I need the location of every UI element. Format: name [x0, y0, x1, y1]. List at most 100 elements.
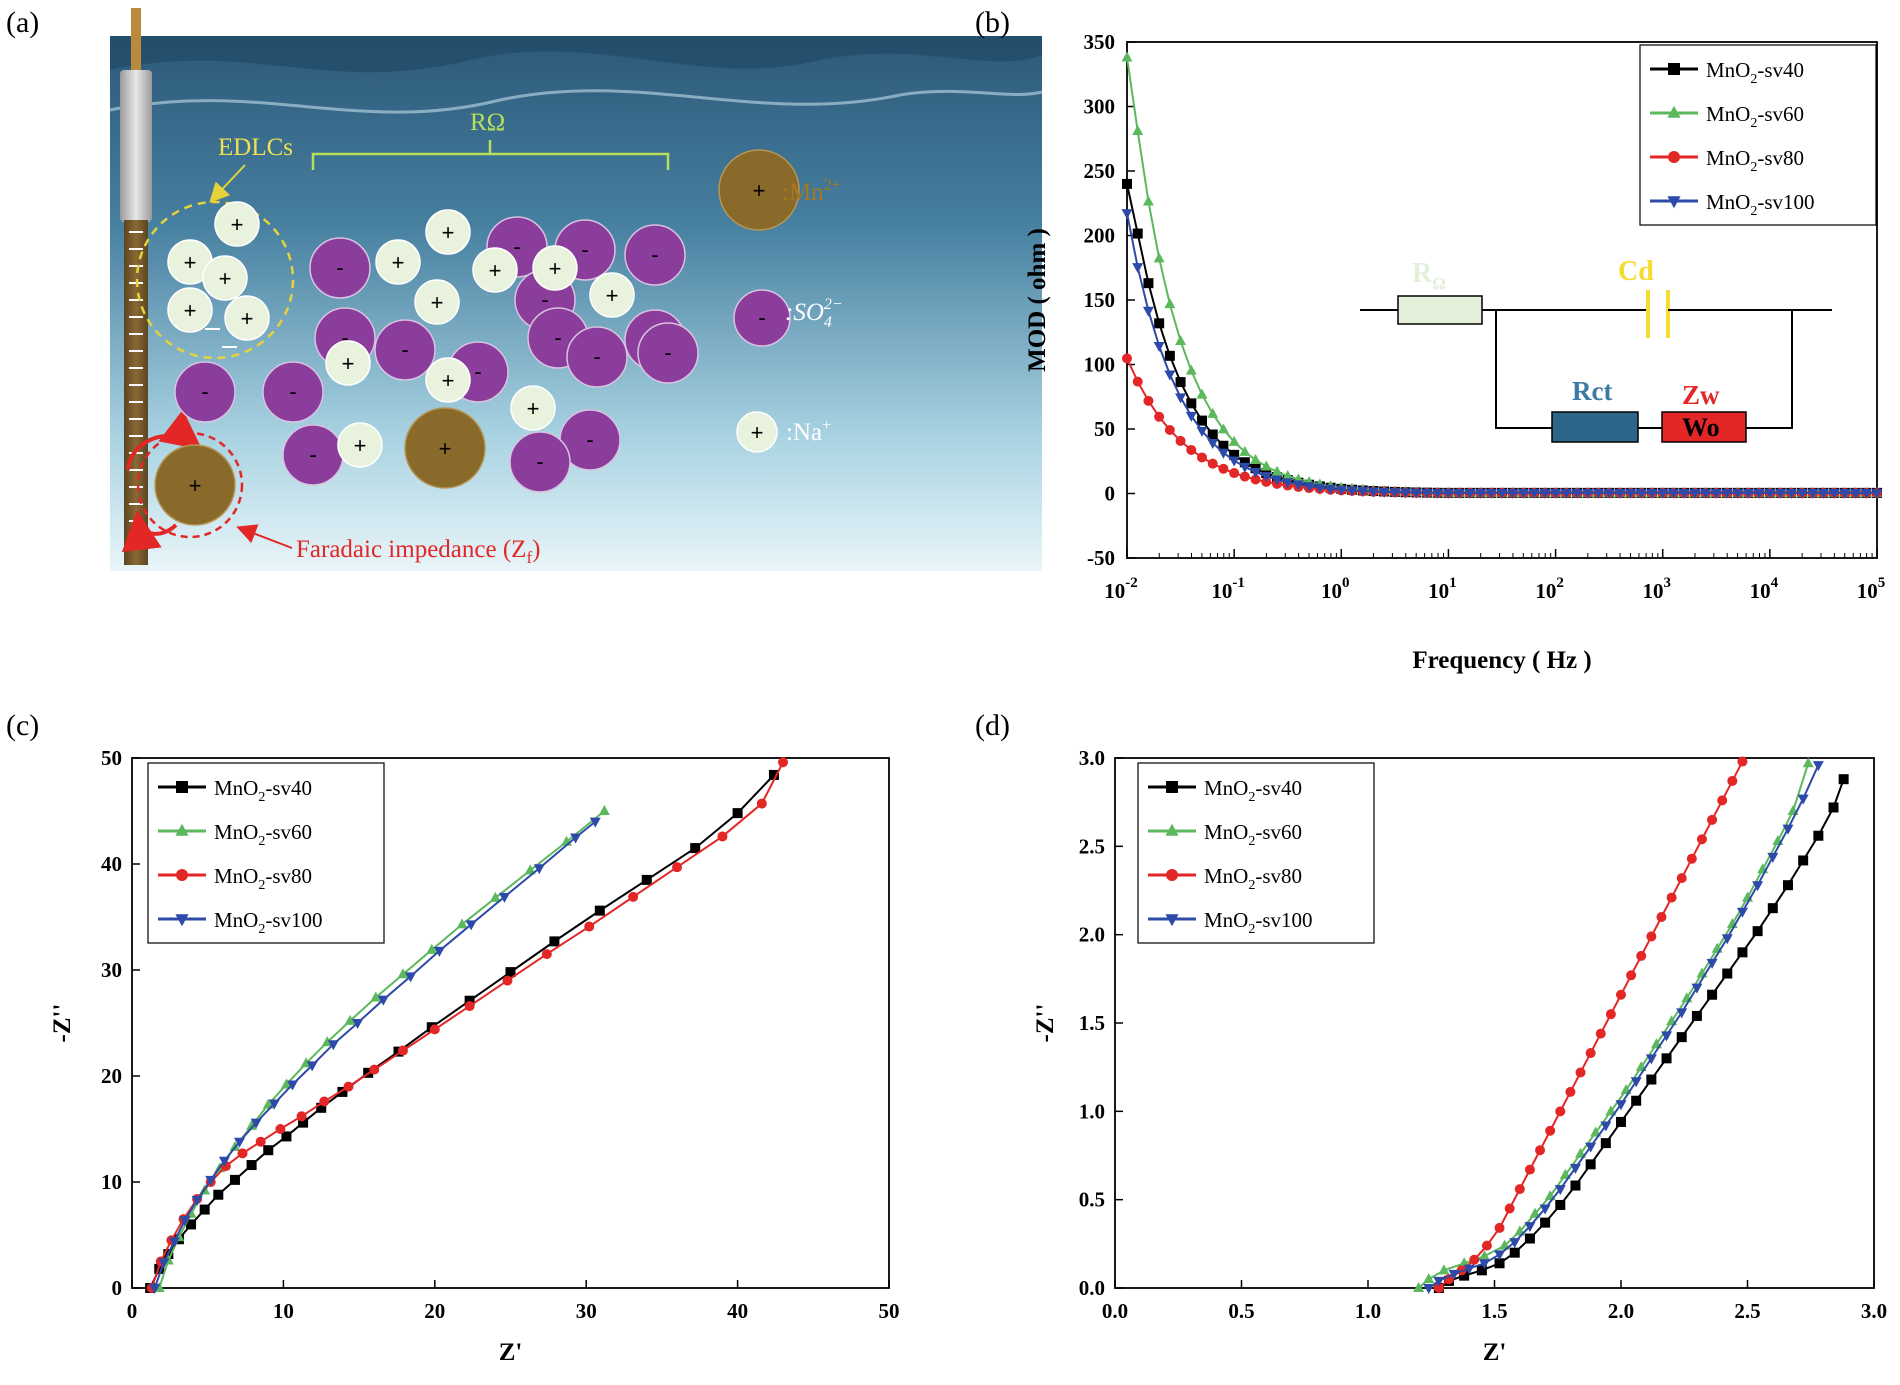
legend-label-suffix: -sv100: [1757, 190, 1814, 214]
data-point-MnO2-sv80: [1626, 970, 1637, 981]
sodium-ion-sign: +: [342, 351, 355, 376]
data-point-MnO2-sv80: [628, 891, 639, 902]
sodium-ion: [510, 385, 556, 431]
data-point-MnO2-sv60: [1250, 453, 1262, 464]
legend-label-subscript: 2: [1750, 116, 1757, 131]
legend-marker-MnO2-sv40: [1166, 781, 1178, 793]
sulfate-ion: [309, 237, 371, 299]
data-point-MnO2-sv80: [1524, 1164, 1535, 1175]
y-tick-label: 350: [1084, 30, 1116, 54]
data-point-MnO2-sv100: [1142, 306, 1154, 317]
y-tick-label: 1.0: [1079, 1099, 1105, 1123]
data-point-MnO2-sv40: [1767, 903, 1778, 914]
y-axis-title: -Z'': [49, 1004, 76, 1043]
x-tick-exponent: 2: [1556, 575, 1564, 591]
legend-label-MnO2-sv60: MnO2-sv60: [1204, 820, 1302, 849]
sodium-ion: [214, 201, 260, 247]
data-point-MnO2-sv80: [756, 798, 767, 809]
sodium-ion-sign: +: [527, 396, 540, 421]
data-point-MnO2-sv40: [1722, 968, 1733, 979]
data-point-MnO2-sv40: [1540, 1217, 1551, 1228]
water-surface-wave: [110, 36, 1042, 73]
data-point-MnO2-sv80: [1555, 1106, 1566, 1117]
data-point-MnO2-sv100: [1303, 482, 1315, 493]
data-point-MnO2-sv100: [1207, 438, 1219, 449]
data-point-MnO2-sv100: [1517, 488, 1529, 499]
series-line-MnO2-sv80: [1126, 357, 1877, 494]
data-point-MnO2-sv100: [327, 1040, 339, 1051]
manganese-ion: [404, 407, 486, 489]
faradaic-arrow-bottom: [121, 510, 178, 553]
panel-d-chart: 0.0 0.5 1.0 1.5 2.0 2.5 3.0 0.0 0.5 1.0 1.5 2.0 2.5 3…: [1032, 746, 1887, 1366]
legend-label-suffix: -sv60: [1757, 102, 1804, 126]
data-point-MnO2-sv40: [263, 1145, 274, 1156]
legend-label-suffix: -sv40: [265, 776, 312, 800]
data-point-MnO2-sv100: [1797, 794, 1809, 805]
equivalent-circuit: RΩ Cd Rct Zw Wo: [1360, 256, 1832, 443]
data-point-MnO2-sv80: [1717, 795, 1728, 806]
legend-label-suffix: -sv80: [1757, 146, 1804, 170]
sodium-ion: [589, 272, 635, 318]
data-point-MnO2-sv80: [778, 757, 789, 768]
data-point-MnO2-sv40: [316, 1102, 327, 1113]
sulfate-ion-sign: -: [586, 427, 593, 452]
data-point-MnO2-sv100: [1185, 411, 1197, 422]
legend-label-subscript: 2: [1248, 878, 1255, 893]
series-line-MnO2-sv100: [1126, 212, 1877, 494]
y-tick-label: 0: [112, 1276, 123, 1300]
x-tick-exponent: 5: [1878, 575, 1886, 591]
mn-ion-legend-label: :Mn2+: [782, 177, 841, 206]
data-point-MnO2-sv40: [1197, 415, 1207, 426]
data-point-MnO2-sv80: [1143, 395, 1154, 406]
data-point-MnO2-sv40: [1752, 926, 1763, 937]
data-point-MnO2-sv80: [369, 1064, 380, 1075]
legend-label-subscript: 2: [1248, 922, 1255, 937]
data-point-MnO2-sv100: [218, 1156, 230, 1167]
data-point-MnO2-sv100: [1464, 488, 1476, 499]
data-point-MnO2-sv60: [246, 1119, 258, 1130]
sulfate-ion-sign: -: [554, 325, 561, 350]
legend-label-MnO2-sv60: MnO2-sv60: [1706, 102, 1804, 131]
data-point-MnO2-sv100: [589, 817, 601, 828]
y-tick-label: -50: [1087, 546, 1115, 570]
data-point-MnO2-sv40: [246, 1160, 257, 1171]
data-point-MnO2-sv80: [343, 1081, 354, 1092]
data-point-MnO2-sv100: [1507, 488, 1519, 499]
data-point-MnO2-sv80: [1207, 458, 1218, 469]
data-point-MnO2-sv100: [1585, 1142, 1597, 1153]
data-point-MnO2-sv60: [1260, 460, 1272, 471]
legend-label-subscript: 2: [1750, 72, 1757, 87]
data-point-MnO2-sv100: [1764, 488, 1776, 499]
data-point-MnO2-sv100: [1600, 1121, 1612, 1132]
sulfate-ion-sign: -: [401, 337, 408, 362]
data-point-MnO2-sv40: [298, 1117, 309, 1128]
data-point-MnO2-sv100: [268, 1099, 280, 1110]
legend-label-MnO2-sv40: MnO2-sv40: [214, 776, 312, 805]
data-point-MnO2-sv40: [1524, 1233, 1535, 1244]
sulfate-ion: [174, 361, 236, 423]
resistance-label: RΩ: [470, 109, 505, 136]
x-tick-label: 20: [424, 1299, 445, 1323]
data-point-MnO2-sv80: [1433, 1283, 1444, 1293]
legend-label-suffix: -sv80: [265, 864, 312, 888]
data-point-MnO2-sv40: [690, 843, 701, 854]
data-point-MnO2-sv40: [594, 905, 605, 916]
data-point-MnO2-sv100: [1314, 483, 1326, 494]
data-point-MnO2-sv80: [296, 1111, 307, 1122]
legend-label-prefix: MnO: [1204, 820, 1248, 844]
data-point-MnO2-sv100: [1346, 486, 1358, 497]
data-point-MnO2-sv100: [533, 864, 545, 875]
legend-label-MnO2-sv40: MnO2-sv40: [1706, 58, 1804, 87]
data-point-MnO2-sv40: [1661, 1053, 1672, 1064]
data-point-MnO2-sv60: [1207, 407, 1219, 418]
sulfate-ion-sign: -: [341, 325, 348, 350]
legend-label-MnO2-sv100: MnO2-sv100: [214, 908, 323, 937]
legend-label-MnO2-sv80: MnO2-sv80: [1204, 864, 1302, 893]
x-tick-exponent: 0: [1342, 575, 1350, 591]
data-point-MnO2-sv80: [1186, 444, 1197, 455]
data-point-MnO2-sv40: [1676, 1032, 1687, 1043]
edlc-pointer-arrow: [209, 164, 246, 203]
data-point-MnO2-sv80: [1595, 1028, 1606, 1039]
legend-label-MnO2-sv80: MnO2-sv80: [214, 864, 312, 893]
